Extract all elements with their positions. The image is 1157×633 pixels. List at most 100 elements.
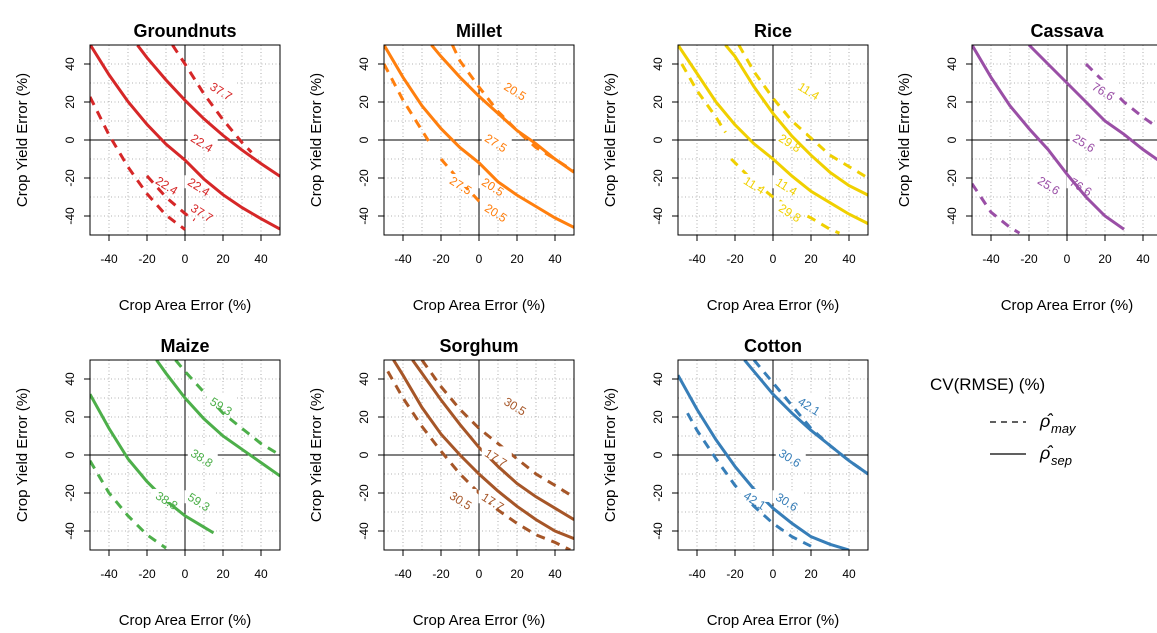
x-axis-label: Crop Area Error (%) [119,612,252,629]
contour-label-bg [152,173,183,187]
x-tick-label: 40 [548,252,562,266]
x-tick-label: 40 [254,567,268,581]
contour-label-bg [206,394,237,408]
contour-label-bg [446,173,477,187]
legend-symbol: ρ̂ [1039,411,1053,431]
panels: 22.422.437.722.437.7-40 -20 0 20 40-40-20020… [14,21,1157,629]
contour-label-bg [740,173,771,187]
series-sep-line [155,360,280,478]
series-sep-line [90,45,280,231]
contour-label-bg [794,394,825,408]
x-tick-label: -20 [726,252,744,266]
x-tick-label: 0 [476,252,483,266]
x-tick-label: 20 [1098,252,1112,266]
panel-cassava: 76.676.625.625.6-40 -20 0 20 40-40-2002040Ca… [896,21,1157,314]
series-may-line [90,459,167,550]
panel-title: Rice [754,21,792,41]
y-tick-label: 40 [651,372,665,386]
y-tick-label: 0 [651,451,665,458]
panel-title: Maize [160,336,209,356]
y-tick-label: 20 [651,95,665,109]
x-tick-label: -40 [394,252,412,266]
y-tick-label: -40 [357,522,371,540]
y-axis-label: Crop Yield Error (%) [896,73,913,207]
x-tick-label: 0 [182,567,189,581]
series-may-line [384,63,433,147]
y-tick-label: -20 [63,484,77,502]
y-tick-label: 40 [651,57,665,71]
x-tick-label: -20 [726,567,744,581]
x-tick-label: -20 [138,567,156,581]
series-sep-line [678,45,868,225]
series-may-line [174,360,280,457]
series-sep-line [743,360,868,476]
contour-label-bg [152,488,183,502]
contour-label-bg [187,131,218,145]
contour-label-bg [1034,173,1065,187]
series-sep-line [392,360,574,540]
contour-label-bg [481,131,512,145]
x-axis-label: Crop Area Error (%) [1001,297,1134,314]
series-may-line [680,63,727,134]
y-tick-label: -40 [651,207,665,225]
x-tick-label: 0 [770,567,777,581]
contour-label-bg [775,201,806,215]
y-tick-label: 0 [63,136,77,143]
y-tick-label: 20 [63,95,77,109]
y-axis-label: Crop Yield Error (%) [308,73,325,207]
y-tick-label: 0 [357,451,371,458]
y-tick-label: 0 [945,136,959,143]
contour-label-bg [187,446,218,460]
y-tick-label: -20 [357,484,371,502]
y-axis-label: Crop Yield Error (%) [602,388,619,522]
x-tick-label: -40 [394,567,412,581]
series-may-line [90,96,186,231]
contour-label-bg [206,79,237,93]
y-tick-label: 20 [63,410,77,424]
contour-label-bg [1088,79,1119,93]
x-axis-label: Crop Area Error (%) [119,297,252,314]
y-tick-label: 0 [357,136,371,143]
x-tick-label: 0 [182,252,189,266]
x-tick-label: -20 [1020,252,1038,266]
series-may-line [686,412,812,548]
series-sep-line [90,393,215,535]
x-axis-label: Crop Area Error (%) [413,612,546,629]
x-tick-label: 0 [1064,252,1071,266]
x-tick-label: 40 [1136,252,1150,266]
contour-label-bg [1069,131,1100,145]
contour-label-bg [481,446,512,460]
y-axis-label: Crop Yield Error (%) [14,388,31,522]
contour-label-bg [187,201,218,215]
x-tick-label: -40 [982,252,1000,266]
y-tick-label: 40 [63,57,77,71]
series-sep-line [136,45,280,178]
x-tick-label: 40 [842,252,856,266]
y-tick-label: -20 [945,169,959,187]
panel-millet: 20.527.520.527.520.5-40 -20 0 20 40-40-20020… [308,21,575,314]
panel-cotton: 30.642.130.642.1-40 -20 0 20 40-40-2002040Co… [602,336,869,629]
x-tick-label: 20 [804,252,818,266]
y-axis-label: Crop Yield Error (%) [602,73,619,207]
x-tick-label: 0 [770,252,777,266]
x-tick-label: 20 [510,252,524,266]
x-tick-label: 40 [842,567,856,581]
y-tick-label: -40 [357,207,371,225]
y-tick-label: -20 [357,169,371,187]
x-tick-label: -20 [432,567,450,581]
panel-maize: 59.359.338.838.8-40 -20 0 20 40-40-2002040Ma… [14,336,281,629]
y-axis-label: Crop Yield Error (%) [14,73,31,207]
contour-label-bg [740,488,771,502]
panel-title: Millet [456,21,502,41]
series-may-line [737,45,868,180]
x-axis-label: Crop Area Error (%) [413,297,546,314]
contour-label-bg [772,490,803,504]
y-tick-label: 20 [357,410,371,424]
series-may-line [171,45,253,154]
y-tick-label: -20 [651,484,665,502]
y-tick-label: 40 [357,57,371,71]
x-tick-label: 20 [804,567,818,581]
legend-symbol: ρ̂ [1039,443,1053,463]
legend-subscript: sep [1051,453,1072,468]
legend-item-sep: ρ̂ sep [990,443,1072,468]
